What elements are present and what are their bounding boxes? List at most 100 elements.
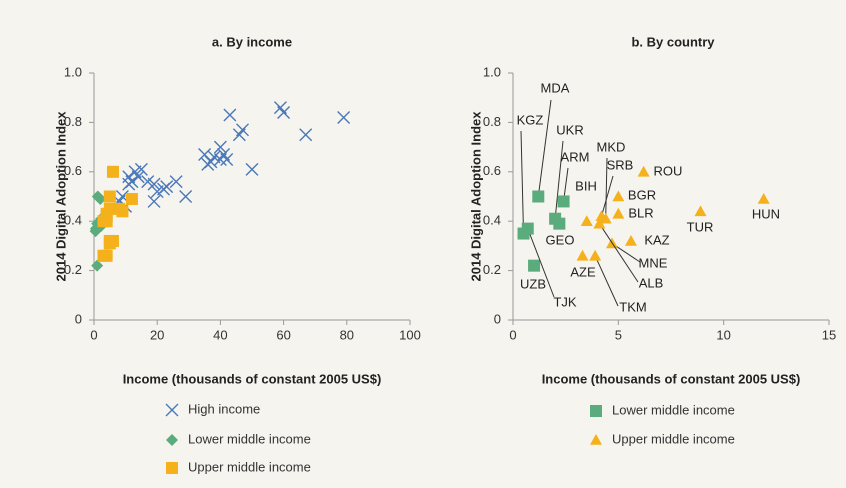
point xyxy=(106,165,119,178)
point-label: ARM xyxy=(561,149,590,164)
point xyxy=(160,180,174,194)
point xyxy=(528,259,541,272)
point xyxy=(147,177,161,191)
point xyxy=(245,162,259,176)
point xyxy=(553,217,566,230)
point xyxy=(106,234,119,247)
y-tick-label: 1.0 xyxy=(64,64,82,79)
point xyxy=(580,215,593,226)
point xyxy=(637,165,650,177)
legend-marker xyxy=(166,462,178,474)
x-tick-label: 100 xyxy=(399,327,421,342)
point-label: BLR xyxy=(628,205,653,220)
point-label: KGZ xyxy=(517,112,544,127)
point xyxy=(100,249,113,262)
point-label: MNE xyxy=(639,255,668,270)
y-tick-label: 0.2 xyxy=(64,262,82,277)
y-tick-label: 1.0 xyxy=(483,64,501,79)
legend-marker xyxy=(165,403,179,417)
x-axis-label: Income (thousands of constant 2005 US$) xyxy=(123,371,382,386)
point-label: KAZ xyxy=(644,232,669,247)
leader-line xyxy=(605,157,608,219)
point xyxy=(612,207,625,219)
point-label: ROU xyxy=(654,163,683,178)
leader-line xyxy=(537,99,552,197)
legend-label: Upper middle income xyxy=(188,459,311,474)
y-tick-label: 0.6 xyxy=(483,163,501,178)
chart-title: b. By country xyxy=(631,34,715,49)
legend-label: Lower middle income xyxy=(188,431,311,446)
point-label: AZE xyxy=(570,264,596,279)
legend-label: High income xyxy=(188,401,260,416)
point xyxy=(94,192,107,205)
point xyxy=(220,152,234,166)
leader-line xyxy=(598,223,639,283)
point xyxy=(213,140,227,154)
y-tick-label: 0.4 xyxy=(483,213,501,228)
x-tick-label: 0 xyxy=(509,327,516,342)
y-axis-label: 2014 Digital Adoption Index xyxy=(468,111,483,282)
point-label: TJK xyxy=(553,294,576,309)
point xyxy=(122,177,136,191)
point xyxy=(201,157,215,171)
x-tick-label: 80 xyxy=(340,327,354,342)
leader-line xyxy=(594,255,619,307)
point xyxy=(131,170,145,184)
point xyxy=(125,192,138,205)
y-tick-label: 0 xyxy=(494,311,501,326)
point-label: SRB xyxy=(607,157,634,172)
point xyxy=(150,185,164,199)
point xyxy=(576,249,589,261)
chart-title: a. By income xyxy=(212,34,292,49)
point xyxy=(91,259,104,272)
point xyxy=(612,190,625,202)
point-label: TUR xyxy=(687,219,714,234)
point xyxy=(198,148,212,162)
x-tick-label: 0 xyxy=(90,327,97,342)
leader-line xyxy=(520,130,525,234)
point-label: TKM xyxy=(619,299,646,314)
y-tick-label: 0.6 xyxy=(64,163,82,178)
point xyxy=(277,106,291,120)
point-label: MDA xyxy=(541,80,570,95)
legend-marker xyxy=(166,434,178,446)
point-label: HUN xyxy=(752,206,780,221)
point-label: UKR xyxy=(556,122,583,137)
x-tick-label: 20 xyxy=(150,327,164,342)
y-tick-label: 0.8 xyxy=(483,114,501,129)
x-axis-label: Income (thousands of constant 2005 US$) xyxy=(542,371,801,386)
leader-line xyxy=(600,175,614,217)
point xyxy=(223,108,237,122)
point xyxy=(599,212,612,224)
point-label: BIH xyxy=(575,178,597,193)
point xyxy=(757,192,770,204)
point xyxy=(593,217,606,229)
point xyxy=(147,194,161,208)
y-axis-label: 2014 Digital Adoption Index xyxy=(53,111,68,282)
point xyxy=(232,128,246,142)
point-label: MKD xyxy=(597,139,626,154)
point xyxy=(337,110,351,124)
leader-line xyxy=(554,140,564,219)
point xyxy=(113,202,126,215)
point xyxy=(532,190,545,203)
legend-marker xyxy=(590,434,602,445)
y-tick-label: 0.4 xyxy=(64,213,82,228)
point xyxy=(694,205,707,217)
leader-line xyxy=(527,228,555,298)
legend-marker xyxy=(590,405,602,417)
point xyxy=(521,222,534,235)
x-tick-label: 5 xyxy=(615,327,622,342)
point xyxy=(299,128,313,142)
point xyxy=(179,190,193,203)
x-tick-label: 60 xyxy=(276,327,290,342)
x-tick-label: 10 xyxy=(716,327,730,342)
legend-label: Lower middle income xyxy=(612,402,735,417)
point-label: BGR xyxy=(628,187,656,202)
point xyxy=(589,249,602,261)
point-label: ALB xyxy=(639,275,664,290)
y-tick-label: 0.2 xyxy=(483,262,501,277)
legend-label: Upper middle income xyxy=(612,431,735,446)
